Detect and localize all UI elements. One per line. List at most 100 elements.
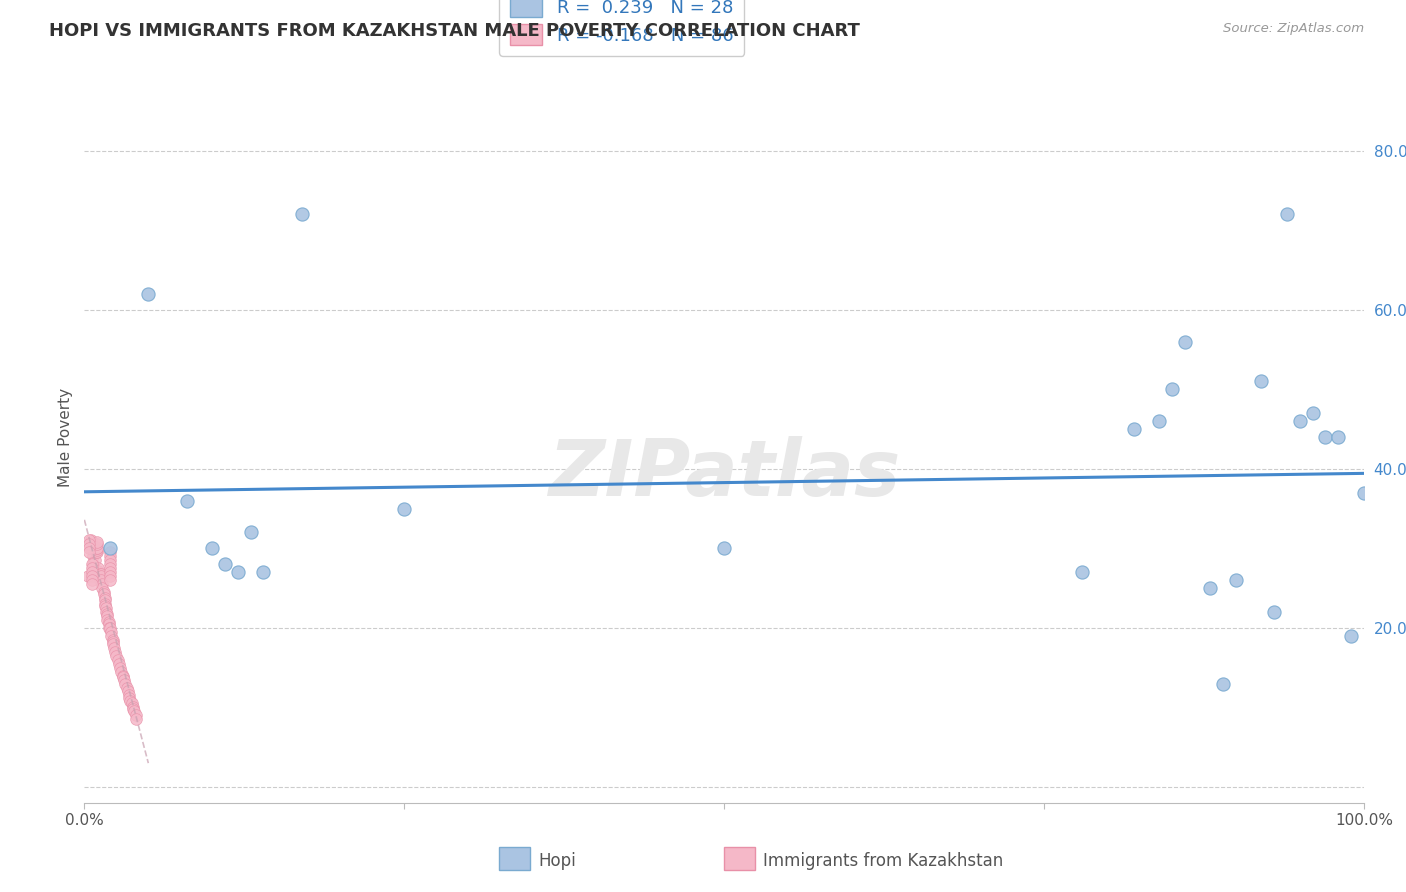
Point <box>77 569 100 583</box>
Point <box>97 621 120 635</box>
Point <box>91 581 114 595</box>
Point <box>80 566 103 580</box>
Point <box>98 541 121 556</box>
Point <box>86 535 108 549</box>
Point <box>100 624 122 639</box>
Point <box>80 558 103 572</box>
Point <box>101 635 124 649</box>
Point <box>1340 629 1362 643</box>
Point <box>121 697 143 711</box>
Point <box>122 705 145 719</box>
Point <box>1250 375 1272 389</box>
Point <box>107 653 129 667</box>
Point <box>1199 581 1222 595</box>
Point <box>98 558 121 572</box>
Point <box>83 553 105 567</box>
Legend: R =  0.239   N = 28, R = -0.168   N = 86: R = 0.239 N = 28, R = -0.168 N = 86 <box>499 0 744 56</box>
Point <box>1122 422 1144 436</box>
Point <box>89 572 111 586</box>
Point <box>82 549 104 564</box>
Point <box>80 533 103 548</box>
Point <box>94 601 117 615</box>
Point <box>90 569 112 583</box>
Point <box>97 615 120 629</box>
Point <box>122 702 145 716</box>
Point <box>98 569 121 583</box>
Point <box>124 712 146 726</box>
Point <box>1225 573 1247 587</box>
Point <box>1315 430 1337 444</box>
Text: ZIPatlas: ZIPatlas <box>548 435 900 512</box>
Point <box>1212 676 1234 690</box>
Point <box>91 577 114 591</box>
Point <box>1302 406 1324 420</box>
Point <box>104 645 127 659</box>
Point <box>98 573 121 587</box>
Point <box>82 558 104 572</box>
Point <box>86 543 108 558</box>
Point <box>120 694 142 708</box>
Text: Source: ZipAtlas.com: Source: ZipAtlas.com <box>1223 22 1364 36</box>
Point <box>97 616 120 631</box>
Y-axis label: Male Poverty: Male Poverty <box>58 387 73 487</box>
Text: HOPI VS IMMIGRANTS FROM KAZAKHSTAN MALE POVERTY CORRELATION CHART: HOPI VS IMMIGRANTS FROM KAZAKHSTAN MALE … <box>49 22 860 40</box>
Point <box>105 648 128 663</box>
Point <box>86 541 108 556</box>
Point <box>1160 383 1182 397</box>
Point <box>84 540 107 554</box>
Point <box>86 545 108 559</box>
Point <box>103 640 125 655</box>
Point <box>118 690 141 705</box>
Point <box>80 569 103 583</box>
Point <box>98 561 121 575</box>
Point <box>111 670 134 684</box>
Point <box>176 493 198 508</box>
Point <box>117 684 139 698</box>
Point <box>87 566 110 580</box>
Point <box>79 537 101 551</box>
Point <box>96 613 118 627</box>
Point <box>80 541 103 556</box>
Point <box>1275 207 1298 221</box>
Point <box>1288 414 1310 428</box>
Point <box>90 566 112 581</box>
Point <box>89 569 111 583</box>
Point <box>79 541 101 556</box>
Point <box>108 660 131 674</box>
Point <box>118 689 141 703</box>
Point <box>94 597 117 611</box>
Point <box>93 587 115 601</box>
Point <box>291 207 314 221</box>
Point <box>252 566 274 580</box>
Point <box>96 607 118 621</box>
Point <box>226 566 249 580</box>
Text: Immigrants from Kazakhstan: Immigrants from Kazakhstan <box>763 852 1004 870</box>
Point <box>98 566 121 580</box>
Point <box>79 545 101 559</box>
Point <box>87 561 110 575</box>
Point <box>98 549 121 564</box>
Point <box>114 676 136 690</box>
Point <box>98 553 121 567</box>
Point <box>214 558 236 572</box>
Point <box>239 525 262 540</box>
Point <box>89 566 111 581</box>
Point <box>1263 605 1285 619</box>
Point <box>713 541 735 556</box>
Point <box>1353 485 1375 500</box>
Point <box>96 609 118 624</box>
Point <box>1071 566 1094 580</box>
Point <box>201 541 224 556</box>
Point <box>87 564 110 578</box>
Point <box>100 629 122 643</box>
Point <box>101 637 124 651</box>
Point <box>101 632 124 647</box>
Point <box>124 708 146 723</box>
Point <box>1174 334 1197 349</box>
Point <box>89 573 111 587</box>
Point <box>110 665 132 679</box>
Point <box>108 657 131 671</box>
Point <box>94 591 117 605</box>
Point <box>111 668 134 682</box>
Point <box>394 501 416 516</box>
